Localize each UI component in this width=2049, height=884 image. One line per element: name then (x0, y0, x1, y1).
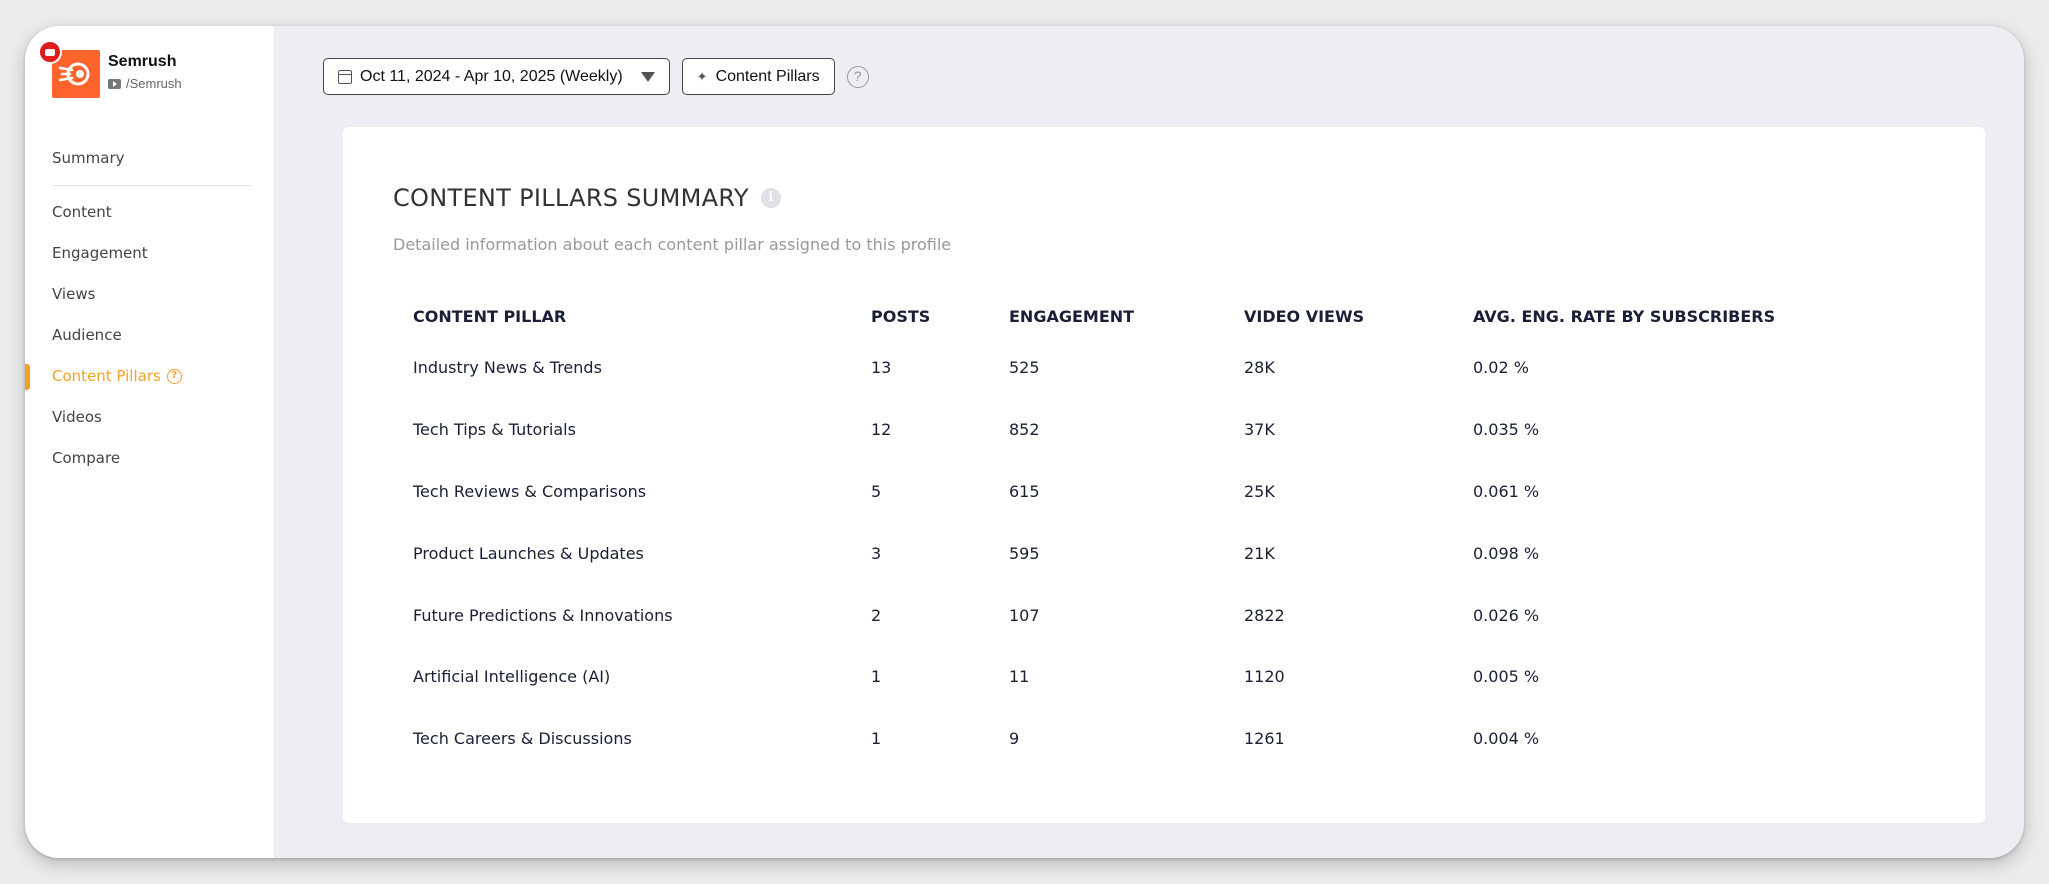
app-window: Semrush /Semrush Summary Content Engagem… (25, 26, 2024, 858)
profile-name: Semrush (108, 53, 177, 70)
cell-posts: 5 (871, 481, 882, 501)
date-range-label: Oct 11, 2024 - Apr 10, 2025 (Weekly) (360, 67, 623, 85)
profile-handle: /Semrush (108, 76, 182, 91)
cell-pillar: Tech Reviews & Comparisons (413, 481, 647, 501)
sidebar-item-engagement[interactable]: Engagement (52, 244, 148, 262)
cell-posts: 2 (871, 605, 882, 625)
cell-video-views: 1120 (1244, 667, 1285, 687)
cell-avg-eng-rate: 0.02 % (1473, 358, 1529, 378)
table-header-row: CONTENT PILLAR POSTS ENGAGEMENT VIDEO VI… (393, 295, 1893, 337)
cell-posts: 12 (871, 420, 892, 440)
cell-pillar: Tech Tips & Tutorials (413, 420, 576, 440)
content-pillars-table: CONTENT PILLAR POSTS ENGAGEMENT VIDEO VI… (393, 295, 1893, 770)
help-icon[interactable]: ? (846, 65, 869, 88)
sidebar-item-summary[interactable]: Summary (52, 149, 125, 167)
table-row: Tech Reviews & Comparisons 5 615 25K 0.0… (393, 461, 1893, 523)
column-header-posts[interactable]: POSTS (871, 306, 931, 326)
cell-video-views: 28K (1244, 358, 1275, 378)
cell-video-views: 2822 (1244, 605, 1285, 625)
column-header-engagement[interactable]: ENGAGEMENT (1009, 306, 1135, 326)
cell-engagement: 852 (1009, 420, 1040, 440)
content-pillars-card: CONTENT PILLARS SUMMARY i Detailed infor… (343, 127, 1985, 823)
cell-avg-eng-rate: 0.005 % (1473, 667, 1540, 687)
table-row: Artificial Intelligence (AI) 1 11 1120 0… (393, 646, 1893, 708)
cell-pillar: Tech Careers & Discussions (413, 729, 632, 749)
info-icon[interactable]: i (760, 188, 781, 208)
cell-posts: 1 (871, 667, 882, 687)
card-subtitle: Detailed information about each content … (393, 235, 952, 254)
cell-posts: 1 (871, 729, 882, 749)
toolbar: Oct 11, 2024 - Apr 10, 2025 (Weekly) ✦ C… (323, 58, 869, 95)
cell-avg-eng-rate: 0.035 % (1473, 420, 1540, 440)
date-range-dropdown[interactable]: Oct 11, 2024 - Apr 10, 2025 (Weekly) (323, 58, 670, 95)
youtube-small-icon (108, 78, 121, 89)
cell-pillar: Industry News & Trends (413, 358, 602, 378)
sparkle-icon: ✦ (696, 68, 708, 84)
column-header-avg-eng-rate[interactable]: AVG. ENG. RATE BY SUBSCRIBERS (1473, 306, 1776, 326)
cell-pillar: Product Launches & Updates (413, 543, 644, 563)
calendar-icon (338, 69, 352, 84)
sidebar-item-videos[interactable]: Videos (52, 408, 102, 426)
sidebar-item-label: Content Pillars (52, 367, 161, 385)
table-row: Industry News & Trends 13 525 28K 0.02 % (393, 337, 1893, 399)
table-row: Tech Tips & Tutorials 12 852 37K 0.035 % (393, 399, 1893, 461)
card-title: CONTENT PILLARS SUMMARY (393, 184, 749, 212)
profile-header[interactable]: Semrush /Semrush (38, 40, 272, 104)
semrush-logo-icon (38, 40, 100, 98)
cell-avg-eng-rate: 0.061 % (1473, 481, 1540, 501)
content-pillars-button[interactable]: ✦ Content Pillars (681, 58, 835, 95)
table-row: Tech Careers & Discussions 1 9 1261 0.00… (393, 708, 1893, 770)
cell-video-views: 1261 (1244, 729, 1285, 749)
sidebar: Semrush /Semrush Summary Content Engagem… (25, 26, 275, 858)
cell-pillar: Future Predictions & Innovations (413, 605, 673, 625)
table-row: Future Predictions & Innovations 2 107 2… (393, 584, 1893, 646)
cell-engagement: 9 (1009, 729, 1020, 749)
cell-engagement: 11 (1009, 667, 1030, 687)
cell-pillar: Artificial Intelligence (AI) (413, 667, 611, 687)
cell-avg-eng-rate: 0.004 % (1473, 729, 1540, 749)
column-header-video-views[interactable]: VIDEO VIEWS (1244, 306, 1365, 326)
card-title-row: CONTENT PILLARS SUMMARY i (393, 184, 781, 212)
sidebar-item-compare[interactable]: Compare (52, 449, 121, 467)
main-content: Oct 11, 2024 - Apr 10, 2025 (Weekly) ✦ C… (275, 26, 2024, 858)
cell-avg-eng-rate: 0.098 % (1473, 543, 1540, 563)
sidebar-item-content-pillars[interactable]: Content Pillars? (25, 356, 275, 397)
cell-video-views: 37K (1244, 420, 1275, 440)
cell-engagement: 595 (1009, 543, 1040, 563)
sidebar-item-views[interactable]: Views (52, 285, 96, 303)
sidebar-item-audience[interactable]: Audience (52, 326, 122, 344)
sidebar-item-content[interactable]: Content (52, 203, 112, 221)
cell-engagement: 615 (1009, 481, 1040, 501)
column-header-pillar[interactable]: CONTENT PILLAR (413, 306, 567, 326)
cell-video-views: 25K (1244, 481, 1275, 501)
table-row: Product Launches & Updates 3 595 21K 0.0… (393, 522, 1893, 584)
sidebar-nav: Summary Content Engagement Views Audienc… (25, 138, 275, 479)
cell-avg-eng-rate: 0.026 % (1473, 605, 1540, 625)
nav-divider (52, 185, 251, 186)
cell-engagement: 107 (1009, 605, 1040, 625)
content-pillars-button-label: Content Pillars (715, 67, 820, 85)
help-icon[interactable]: ? (166, 369, 182, 384)
profile-handle-text: /Semrush (126, 76, 182, 91)
cell-posts: 13 (871, 358, 892, 378)
youtube-icon (38, 40, 62, 64)
caret-down-icon (640, 71, 655, 82)
cell-posts: 3 (871, 543, 882, 563)
cell-video-views: 21K (1244, 543, 1275, 563)
cell-engagement: 525 (1009, 358, 1040, 378)
